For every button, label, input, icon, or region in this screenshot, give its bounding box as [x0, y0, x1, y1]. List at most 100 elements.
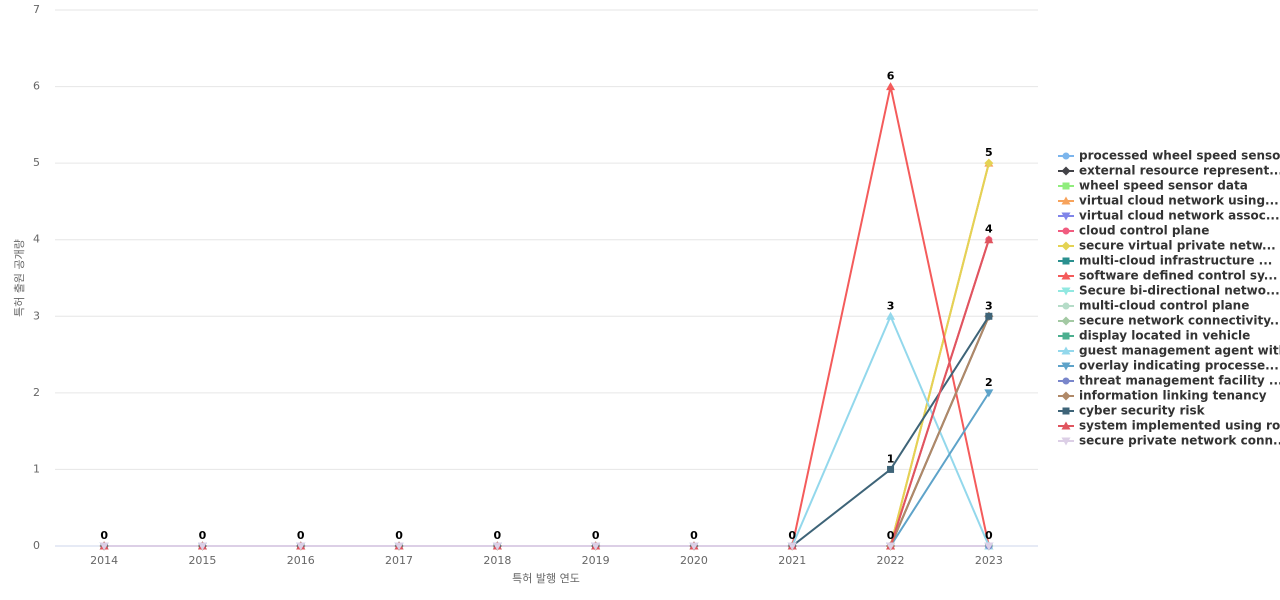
legend-symbol [1061, 316, 1071, 326]
data-label: 0 [592, 529, 600, 542]
series-line [104, 315, 990, 547]
series-line [104, 313, 990, 547]
x-tick-label: 2022 [877, 554, 905, 567]
point [984, 389, 994, 398]
point [886, 311, 896, 320]
x-tick-label: 2023 [975, 554, 1003, 567]
legend-item[interactable]: secure network connectivity... [1058, 314, 1280, 328]
x-tick-label: 2020 [680, 554, 708, 567]
legend-item[interactable]: wheel speed sensor data [1058, 179, 1248, 193]
data-label: 1 [887, 452, 895, 465]
legend-item[interactable]: secure private network conn... [1058, 434, 1280, 448]
legend-label: cloud control plane [1079, 224, 1209, 238]
legend-label: external resource represent... [1079, 164, 1280, 178]
legend-label: overlay indicating processe... [1079, 359, 1279, 373]
y-tick-label: 5 [33, 156, 40, 169]
point [296, 542, 306, 551]
legend-label: secure private network conn... [1079, 434, 1280, 448]
point [394, 542, 404, 551]
y-tick-label: 1 [33, 462, 40, 475]
data-label: 0 [887, 529, 895, 542]
point [591, 542, 601, 551]
data-label: 5 [985, 146, 993, 159]
y-tick-label: 0 [33, 539, 40, 552]
legend-item[interactable]: system implemented using ro... [1058, 419, 1280, 433]
data-label: 0 [494, 529, 502, 542]
legend-symbol [1061, 391, 1071, 401]
legend-symbol [1061, 196, 1071, 205]
legend-item[interactable]: multi-cloud infrastructure ... [1058, 254, 1272, 268]
point [985, 312, 993, 320]
x-tick-label: 2018 [483, 554, 511, 567]
legend-item[interactable]: virtual cloud network using... [1058, 194, 1279, 208]
y-tick-label: 4 [33, 233, 40, 246]
point [689, 542, 699, 551]
legend-item[interactable]: information linking tenancy [1058, 389, 1267, 403]
y-tick-label: 3 [33, 309, 40, 322]
legend-label: guest management agent with... [1079, 344, 1280, 358]
data-label: 0 [100, 529, 108, 542]
point [886, 82, 896, 91]
y-axis-label: 특허 출원 공개량 [13, 239, 26, 317]
legend-item[interactable]: cyber security risk [1058, 404, 1206, 418]
legend-label: wheel speed sensor data [1079, 179, 1248, 193]
legend-label: processed wheel speed senso... [1079, 149, 1280, 163]
legend-symbol [1062, 407, 1070, 415]
legend-symbol [1062, 227, 1070, 235]
x-tick-label: 2017 [385, 554, 413, 567]
legend-symbol [1061, 362, 1071, 371]
legend-label: display located in vehicle [1079, 329, 1250, 343]
legend-symbol [1061, 421, 1071, 430]
series-line [104, 315, 990, 547]
x-tick-label: 2014 [90, 554, 118, 567]
data-label: 6 [887, 70, 895, 83]
legend-label: multi-cloud control plane [1079, 299, 1249, 313]
series-line [104, 162, 990, 547]
legend-label: threat management facility ... [1079, 374, 1280, 388]
legend-item[interactable]: Secure bi-directional netwo... [1058, 284, 1280, 298]
data-label: 3 [887, 299, 895, 312]
legend-label: virtual cloud network assoc... [1079, 209, 1280, 223]
legend-symbol [1062, 182, 1070, 190]
legend-symbol [1061, 241, 1071, 251]
legend-label: secure network connectivity... [1079, 314, 1280, 328]
legend-item[interactable]: display located in vehicle [1058, 329, 1250, 343]
legend-item[interactable]: external resource represent... [1058, 164, 1280, 178]
legend-item[interactable]: threat management facility ... [1058, 374, 1280, 388]
y-tick-label: 6 [33, 80, 40, 93]
point [984, 542, 994, 551]
legend-item[interactable]: software defined control sy... [1058, 269, 1277, 283]
legend-item[interactable]: overlay indicating processe... [1058, 359, 1279, 373]
point [887, 465, 895, 473]
legend-item[interactable]: cloud control plane [1058, 224, 1209, 238]
data-label: 0 [788, 529, 796, 542]
legend-item[interactable]: multi-cloud control plane [1058, 299, 1249, 313]
legend-item[interactable]: guest management agent with... [1058, 344, 1280, 358]
legend-item[interactable]: secure virtual private netw... [1058, 239, 1276, 253]
legend-symbol [1061, 166, 1071, 176]
series-line [104, 162, 990, 547]
legend-label: secure virtual private netw... [1079, 239, 1276, 253]
point [492, 542, 502, 551]
legend-symbol [1061, 271, 1071, 280]
legend-item[interactable]: virtual cloud network assoc... [1058, 209, 1280, 223]
point [886, 542, 896, 551]
x-tick-label: 2015 [188, 554, 216, 567]
legend-label: software defined control sy... [1079, 269, 1277, 283]
data-label: 4 [985, 223, 993, 236]
data-label: 0 [690, 529, 698, 542]
point [984, 158, 994, 168]
legend-label: cyber security risk [1079, 404, 1206, 418]
x-axis-label: 특허 발행 연도 [512, 572, 580, 585]
legend-label: system implemented using ro... [1079, 419, 1280, 433]
legend-symbol [1061, 212, 1071, 221]
data-label: 0 [395, 529, 403, 542]
legend-label: virtual cloud network using... [1079, 194, 1279, 208]
data-label: 0 [199, 529, 207, 542]
legend-item[interactable]: processed wheel speed senso... [1058, 149, 1280, 163]
y-tick-label: 7 [33, 3, 40, 16]
data-label: 0 [297, 529, 305, 542]
legend-symbol [1061, 346, 1071, 355]
data-label: 2 [985, 376, 993, 389]
